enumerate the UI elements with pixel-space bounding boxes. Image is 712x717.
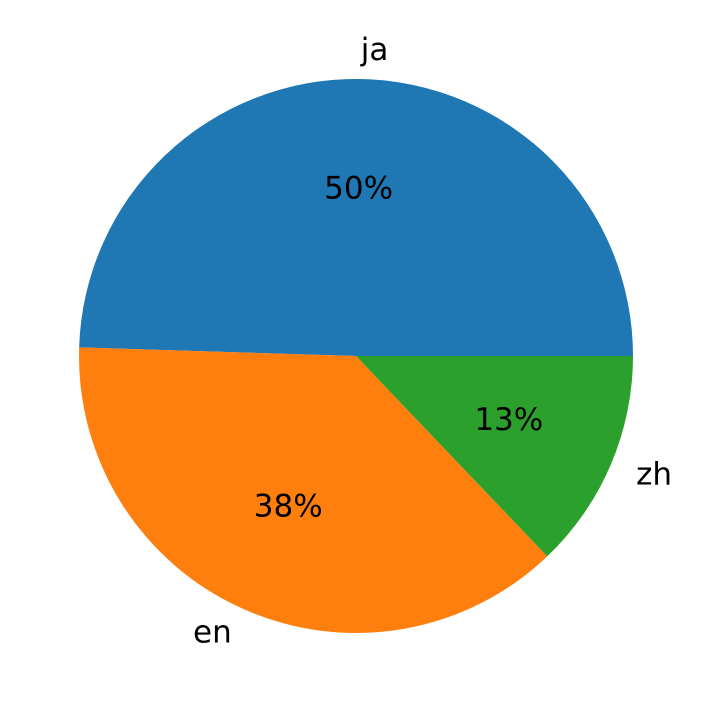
pie-slice — [79, 347, 548, 633]
category-label: en — [193, 615, 232, 651]
value-label: 13% — [474, 402, 543, 438]
pie-slice — [79, 78, 634, 356]
value-label: 38% — [254, 488, 323, 524]
category-label: zh — [636, 456, 672, 492]
value-label: 50% — [324, 170, 393, 206]
category-label: ja — [360, 32, 389, 68]
pie-slice — [356, 356, 633, 557]
